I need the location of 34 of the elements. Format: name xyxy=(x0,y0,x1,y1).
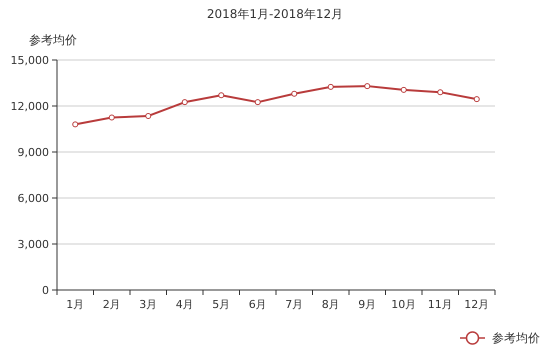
y-tick-label: 9,000 xyxy=(18,146,49,159)
point xyxy=(108,114,115,120)
x-tick-label: 12月 xyxy=(464,298,490,311)
point xyxy=(291,90,298,97)
x-tick-label: 9月 xyxy=(358,298,376,311)
y-axis-title: 参考均价 xyxy=(29,33,77,47)
legend-label: 参考均价 xyxy=(492,331,540,345)
point xyxy=(182,99,188,106)
point xyxy=(437,89,444,96)
y-tick-label: 0 xyxy=(42,284,49,297)
y-tick-label: 12,000 xyxy=(10,100,49,113)
legend-item: 参考均价 xyxy=(460,331,540,345)
x-tick-label: 5月 xyxy=(212,298,230,311)
x-tick-label: 4月 xyxy=(176,298,194,311)
point xyxy=(72,121,78,128)
x-tick-label: 7月 xyxy=(285,298,304,311)
x-tick-label: 6月 xyxy=(248,298,267,311)
point xyxy=(145,112,152,119)
x-tick-label: 10月 xyxy=(391,298,416,311)
y-tick-label: 3,000 xyxy=(18,238,49,251)
y-tick-label: 6,000 xyxy=(18,192,49,205)
point xyxy=(254,99,261,106)
point xyxy=(474,96,480,102)
x-tick-label: 1月 xyxy=(66,298,84,311)
x-tick-label: 8月 xyxy=(322,298,340,311)
x-tick-label: 2月 xyxy=(102,298,121,311)
point xyxy=(328,84,334,90)
point xyxy=(218,92,224,98)
x-tick-label: 11月 xyxy=(428,298,453,311)
y-tick-label: 15,000 xyxy=(10,54,49,67)
point xyxy=(364,83,370,90)
chart-title: 2018年1月-2018年12月 xyxy=(206,7,344,21)
point xyxy=(400,86,407,93)
x-tick-label: 3月 xyxy=(139,298,158,311)
